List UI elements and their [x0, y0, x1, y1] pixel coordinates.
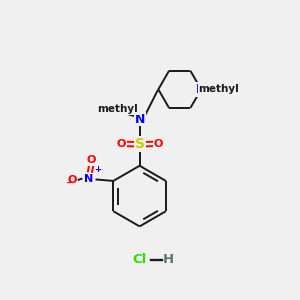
Text: N: N — [196, 83, 206, 96]
Text: N: N — [84, 173, 94, 184]
Text: O: O — [87, 155, 96, 165]
Text: +: + — [94, 165, 101, 174]
Text: methyl: methyl — [119, 109, 124, 110]
Text: Cl: Cl — [133, 254, 147, 266]
Text: −: − — [66, 177, 75, 188]
Text: S: S — [135, 137, 145, 152]
Text: N: N — [134, 112, 145, 126]
Text: O: O — [153, 139, 163, 149]
Text: O: O — [67, 175, 76, 185]
Text: methyl: methyl — [218, 88, 222, 89]
Text: H: H — [163, 254, 174, 266]
Text: methyl: methyl — [98, 104, 138, 114]
Text: O: O — [116, 139, 126, 149]
Text: methyl: methyl — [198, 84, 239, 94]
